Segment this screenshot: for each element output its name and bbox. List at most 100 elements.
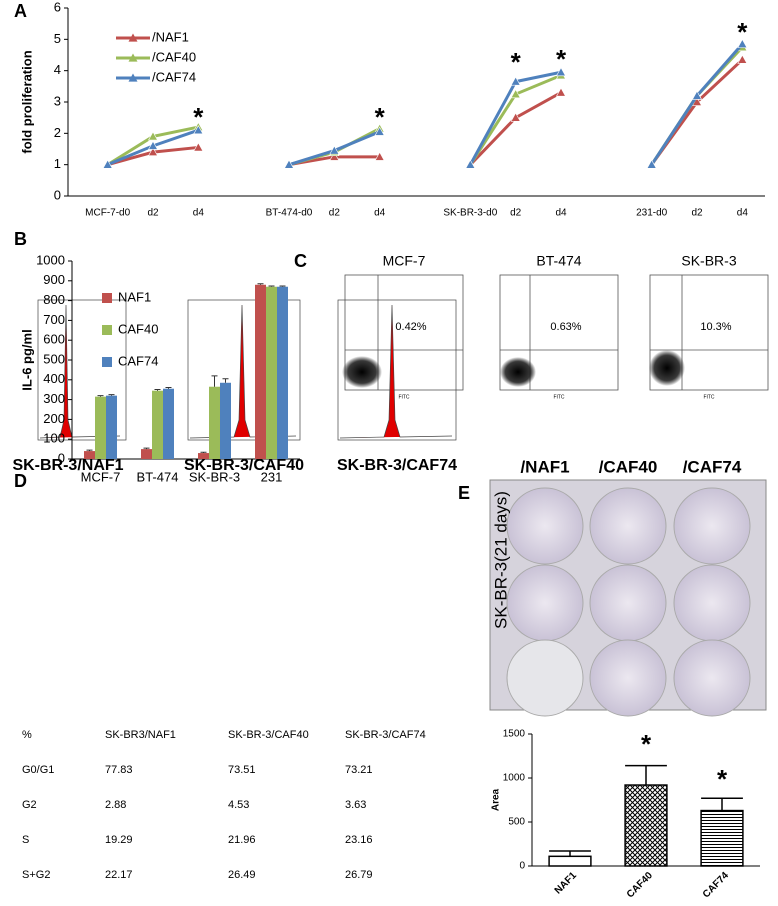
table-header: SK-BR3/NAF1 [105, 729, 176, 741]
point-marker [374, 151, 385, 161]
y-tick-label: 100 [43, 431, 65, 446]
flow-x-label: FITC [398, 394, 409, 400]
bar [209, 386, 220, 459]
bar [548, 855, 592, 867]
bar [220, 382, 231, 459]
point-marker [465, 159, 476, 169]
error-bar [257, 283, 264, 285]
annotation: * [641, 729, 652, 759]
point-marker [147, 140, 159, 150]
table-cell: 4.53 [228, 799, 249, 811]
legend-label: CAF74 [118, 353, 158, 368]
x-tick-label: 231 [261, 469, 283, 484]
y-tick-label: 6 [54, 0, 61, 14]
x-tick-label: NAF1 [553, 870, 580, 897]
table-header: % [22, 729, 32, 741]
table-header: SK-BR-3/CAF74 [345, 729, 426, 741]
table-cell: 73.21 [345, 764, 373, 776]
table-cell: 77.83 [105, 764, 133, 776]
y-tick-label: 0 [54, 187, 61, 202]
point-marker [102, 159, 113, 169]
x-tick-label: d4 [737, 208, 749, 219]
cell-cycle-histograms [37, 299, 457, 441]
point-marker [283, 159, 295, 169]
y-tick-label: 0 [58, 450, 65, 465]
y-tick-label: 500 [508, 817, 525, 828]
point-marker [510, 112, 521, 122]
annotation: * [511, 47, 522, 77]
point-marker [329, 151, 340, 161]
colony-column-label: /CAF40 [599, 457, 658, 476]
x-tick-label: SK-BR-3 [189, 469, 240, 484]
error-bar [108, 394, 115, 396]
error-bar [222, 378, 229, 383]
error-bar [86, 449, 93, 452]
annotation: * [556, 44, 567, 74]
point-marker [193, 125, 204, 135]
table-cell: 19.29 [105, 834, 133, 846]
bar [700, 809, 744, 867]
bar [255, 284, 266, 459]
x-tick-label: d2 [691, 208, 703, 219]
y-tick-label: 500 [43, 351, 65, 366]
bar [624, 784, 668, 867]
flow-percent: 0.63% [550, 321, 581, 333]
error-bar [154, 389, 161, 391]
y-tick-label: 200 [43, 411, 65, 426]
legend-marker [128, 33, 138, 42]
legend-swatch [102, 293, 112, 303]
point-marker [510, 76, 521, 86]
x-tick-label: d2 [329, 208, 341, 219]
point-marker [555, 87, 567, 97]
point-marker [737, 54, 748, 64]
y-tick-label: 1 [54, 156, 61, 171]
x-tick-label: CAF40 [625, 870, 655, 900]
panel-letter: C [294, 251, 307, 271]
x-tick-label: 231-d0 [636, 208, 668, 219]
panel-letter: D [14, 471, 27, 491]
y-axis-label: IL-6 pg/ml [19, 329, 34, 390]
legend-marker [128, 73, 138, 82]
point-marker [510, 89, 521, 99]
cell-cycle-label: SK-BR-3/CAF40 [184, 457, 304, 474]
annotation: * [737, 17, 748, 47]
annotation: * [375, 102, 386, 132]
point-marker [646, 159, 657, 169]
cell-cycle-label: SK-BR-3/CAF74 [337, 457, 457, 474]
error-bar [549, 850, 591, 857]
x-tick-label: BT-474-d0 [266, 208, 313, 219]
legend-swatch [102, 357, 112, 367]
flow-x-label: FITC [703, 394, 714, 400]
x-tick-label: CAF74 [701, 870, 731, 900]
bar [163, 388, 174, 459]
table-cell: S+G2 [22, 869, 50, 881]
error-bar [625, 764, 667, 786]
x-tick-label: MCF-7-d0 [85, 208, 130, 219]
bar [277, 286, 288, 459]
y-tick-label: 5 [54, 31, 61, 46]
y-tick-label: 3 [54, 93, 61, 108]
legend-label: /NAF1 [152, 29, 189, 44]
y-tick-label: 1000 [503, 773, 526, 784]
y-tick-label: 600 [43, 332, 65, 347]
flow-percent: 10.3% [700, 321, 731, 333]
bar [152, 390, 163, 459]
point-marker [147, 131, 159, 141]
point-marker [555, 67, 567, 77]
point-marker [147, 147, 159, 157]
flow-sample-label: SK-BR-3 [681, 253, 736, 269]
colony-column-label: /CAF74 [683, 457, 742, 476]
table-cell: 26.49 [228, 869, 256, 881]
colony-column-label: /NAF1 [520, 457, 569, 476]
y-tick-label: 1000 [36, 252, 65, 267]
error-bar [165, 387, 172, 389]
table-cell: 73.51 [228, 764, 256, 776]
table-header: SK-BR-3/CAF40 [228, 729, 309, 741]
x-tick-label: BT-474 [137, 469, 179, 484]
x-tick-label: SK-BR-3-d0 [443, 208, 497, 219]
x-tick-label: MCF-7 [81, 469, 121, 484]
y-tick-label: 900 [43, 272, 65, 287]
table-cell: 3.63 [345, 799, 366, 811]
bar [266, 286, 277, 459]
